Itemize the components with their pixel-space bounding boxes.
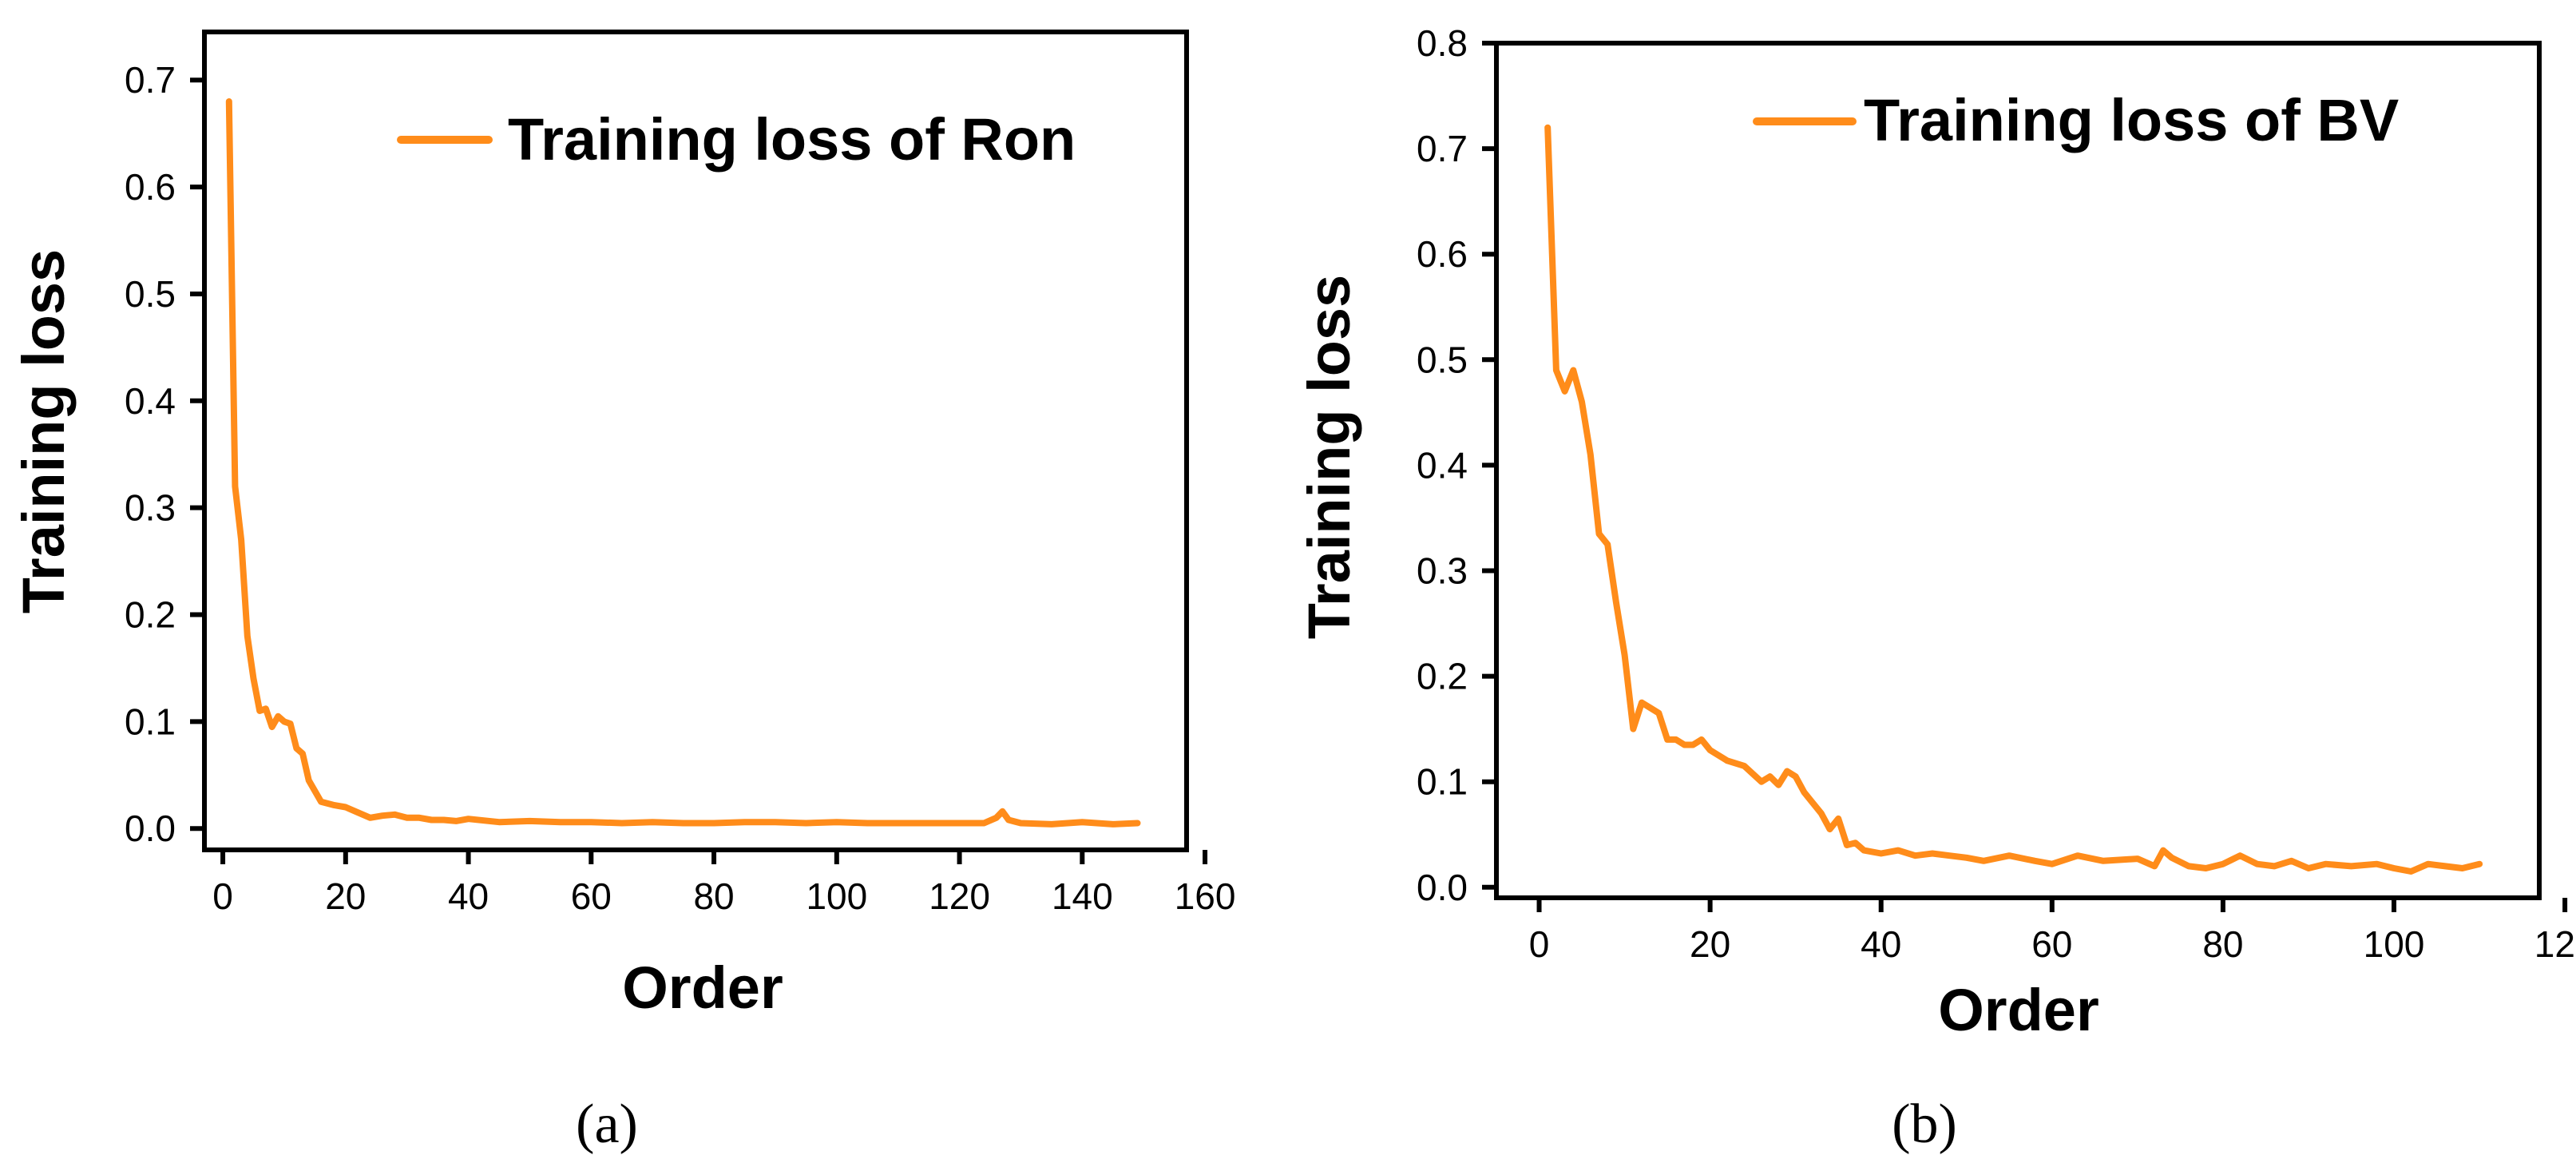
y-tick-label: 0.8: [1417, 22, 1468, 64]
y-tick-label: 0.2: [125, 594, 176, 636]
y-tick-label: 0.4: [125, 380, 176, 422]
x-axis-title: Order: [1938, 977, 2099, 1043]
legend-label-ron: Training loss of Ron: [508, 106, 1076, 173]
data-layer: [1544, 124, 2483, 875]
chart-panel-a: 0 20 40 60 80 100 120 140 160 0.0 0.1 0.2 0.3 0.4 0.5 0…: [10, 30, 1235, 1155]
x-tick-label: 100: [2364, 923, 2425, 965]
panel-label-a: (a): [576, 1094, 638, 1155]
x-tick-label: 140: [1052, 875, 1113, 917]
x-tick-label: 20: [1690, 923, 1730, 965]
y-tick-label: 0.1: [1417, 761, 1468, 803]
y-tick-label: 0.7: [125, 59, 176, 101]
x-tick-label: 80: [2202, 923, 2243, 965]
y-tick-label: 0.5: [125, 273, 176, 315]
x-tick-label: 60: [571, 875, 612, 917]
y-tick-label: 0.3: [125, 487, 176, 529]
chart-panel-b: 0 20 40 60 80 100 120 0.0 0.1 0.2 0.3 0.4 0.5 0.6 0.7 0…: [1296, 22, 2576, 1155]
series-line-0: [225, 98, 1141, 828]
x-tick-label: 120: [2534, 923, 2576, 965]
x-axis-title: Order: [622, 955, 783, 1021]
series-line-0: [1544, 124, 2483, 875]
y-tick-label: 0.0: [125, 808, 176, 849]
y-tick-label: 0.5: [1417, 339, 1468, 380]
x-tick-label: 40: [1861, 923, 1901, 965]
x-tick-label: 80: [693, 875, 734, 917]
axis-ticks: 0 20 40 60 80 100 120 0.0 0.1 0.2 0.3 0.4 0.5 0.6 0.7 0…: [1417, 22, 2576, 965]
x-tick-label: 40: [448, 875, 489, 917]
plot-area-frame: [202, 30, 1189, 852]
panel-label-b: (b): [1892, 1094, 1957, 1155]
legend-label-bv: Training loss of BV: [1864, 87, 2399, 153]
y-tick-label: 0.3: [1417, 550, 1468, 591]
y-axis-title: Training loss: [1296, 275, 1362, 639]
x-tick-label: 60: [2031, 923, 2072, 965]
x-tick-label: 0: [212, 875, 233, 917]
y-tick-label: 0.0: [1417, 867, 1468, 908]
y-tick-label: 0.7: [1417, 128, 1468, 169]
legend: Training loss of BV: [1753, 87, 2399, 153]
plot-area-frame: [1494, 41, 2542, 900]
axis-ticks: 0 20 40 60 80 100 120 140 160 0.0 0.1 0.2 0.3 0.4 0.5 0…: [125, 59, 1235, 917]
x-tick-label: 0: [1529, 923, 1550, 965]
x-tick-label: 20: [325, 875, 366, 917]
y-tick-label: 0.6: [125, 166, 176, 208]
y-axis-title: Training loss: [10, 249, 77, 613]
x-tick-label: 120: [929, 875, 990, 917]
data-layer: [225, 98, 1141, 828]
y-tick-label: 0.6: [1417, 233, 1468, 275]
y-tick-label: 0.1: [125, 701, 176, 742]
x-tick-label: 100: [806, 875, 867, 917]
y-tick-label: 0.2: [1417, 656, 1468, 697]
x-tick-label: 160: [1175, 875, 1236, 917]
y-tick-label: 0.4: [1417, 444, 1468, 486]
legend: Training loss of Ron: [397, 106, 1076, 173]
